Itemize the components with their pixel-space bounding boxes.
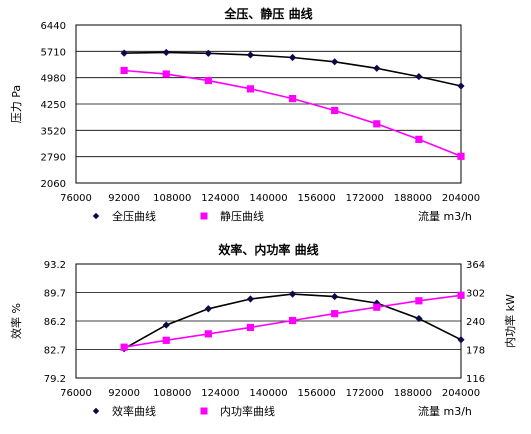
x-tick-label: 108000: [153, 388, 191, 399]
data-point: [331, 292, 339, 301]
y-tick-label: 86.2: [44, 317, 66, 328]
y-tick-label: 5710: [41, 47, 66, 58]
x-tick-label: 140000: [249, 193, 287, 204]
data-point: [204, 305, 212, 313]
data-point: [246, 85, 255, 93]
data-point: [331, 310, 339, 318]
legend-marker-square: [200, 407, 208, 415]
data-point: [373, 120, 381, 128]
y-tick-label: 89.7: [44, 289, 66, 300]
chart-title: 全压、静压 曲线: [223, 6, 312, 21]
y-tick-label: 3520: [41, 126, 66, 137]
x-axis-label: 流量 m3/h: [418, 404, 472, 418]
y2-tick-label: 240: [466, 317, 485, 328]
data-point: [457, 152, 465, 160]
y2-axis-label: 内功率 kW: [503, 294, 517, 348]
data-point: [204, 76, 212, 85]
y-tick-label: 93.2: [44, 260, 66, 271]
x-axis-label: 流量 m3/h: [418, 209, 472, 223]
chart-title: 效率、内功率 曲线: [218, 242, 318, 257]
chart-1: 全压、静压 曲线 2060 2790 3520 4250 4980 5710 6440 7600…: [10, 6, 480, 223]
y-tick-label: 2060: [41, 179, 66, 190]
data-point: [331, 106, 339, 115]
data-point: [415, 135, 423, 143]
data-point: [288, 316, 297, 325]
data-point: [120, 343, 128, 351]
y2-tick-label: 302: [466, 289, 485, 300]
x-tick-label: 172000: [346, 193, 384, 204]
data-point: [246, 295, 255, 303]
data-point: [288, 94, 297, 103]
y-tick-label: 2790: [41, 153, 66, 164]
y-tick-label: 4980: [41, 74, 66, 85]
data-point: [415, 72, 423, 81]
y-axis-label: 效率 %: [9, 303, 23, 339]
data-point: [120, 66, 128, 75]
y-tick-label: 6440: [41, 21, 66, 32]
x-tick-label: 156000: [298, 388, 336, 399]
y-tick-label: 82.7: [44, 346, 66, 357]
legend-label: 内功率曲线: [220, 404, 275, 418]
data-point: [162, 336, 170, 344]
data-point: [246, 51, 255, 59]
data-point: [288, 290, 297, 298]
data-point: [373, 303, 381, 311]
data-point: [162, 321, 170, 329]
x-tick-label: 188000: [394, 388, 432, 399]
data-point: [373, 64, 381, 72]
data-point: [457, 336, 465, 344]
x-tick-label: 124000: [201, 388, 239, 399]
x-tick-label: 92000: [108, 193, 140, 204]
x-tick-label: 156000: [298, 193, 336, 204]
y-axis-label: 压力 Pa: [10, 85, 23, 123]
x-tick-label: 124000: [201, 193, 239, 204]
y2-tick-label: 178: [466, 346, 485, 357]
x-tick-label: 140000: [249, 388, 287, 399]
y2-tick-label: 116: [466, 374, 485, 385]
legend-label: 全压曲线: [112, 209, 156, 223]
x-tick-label: 204000: [442, 388, 480, 399]
x-tick-label: 188000: [394, 193, 432, 204]
data-point: [120, 49, 128, 57]
data-point: [162, 48, 170, 57]
data-point: [415, 297, 423, 305]
x-tick-label: 108000: [153, 193, 191, 204]
y2-tick-label: 364: [466, 260, 485, 271]
y-tick-label: 79.2: [44, 374, 66, 385]
data-point: [246, 323, 255, 332]
data-point: [204, 330, 212, 338]
legend-marker-square: [200, 212, 208, 220]
legend-label: 效率曲线: [112, 404, 156, 418]
data-point: [415, 314, 423, 323]
data-point: [331, 58, 339, 66]
legend-label: 静压曲线: [220, 209, 264, 223]
x-tick-label: 204000: [442, 193, 480, 204]
data-point: [457, 291, 465, 299]
x-tick-label: 172000: [346, 388, 384, 399]
data-point: [204, 49, 212, 57]
legend-marker-diamond: [92, 407, 100, 415]
legend-marker-diamond: [92, 212, 100, 220]
data-point: [288, 53, 297, 62]
x-tick-label: 92000: [108, 388, 140, 399]
data-point: [457, 82, 465, 90]
x-tick-label: 76000: [60, 193, 92, 204]
y-tick-label: 4250: [41, 100, 66, 111]
x-tick-label: 76000: [60, 388, 92, 399]
data-point: [162, 70, 170, 78]
chart-2: 效率、内功率 曲线 79.2 82.7 86.2 89.7 93.2 116 178 240 30…: [9, 242, 517, 418]
